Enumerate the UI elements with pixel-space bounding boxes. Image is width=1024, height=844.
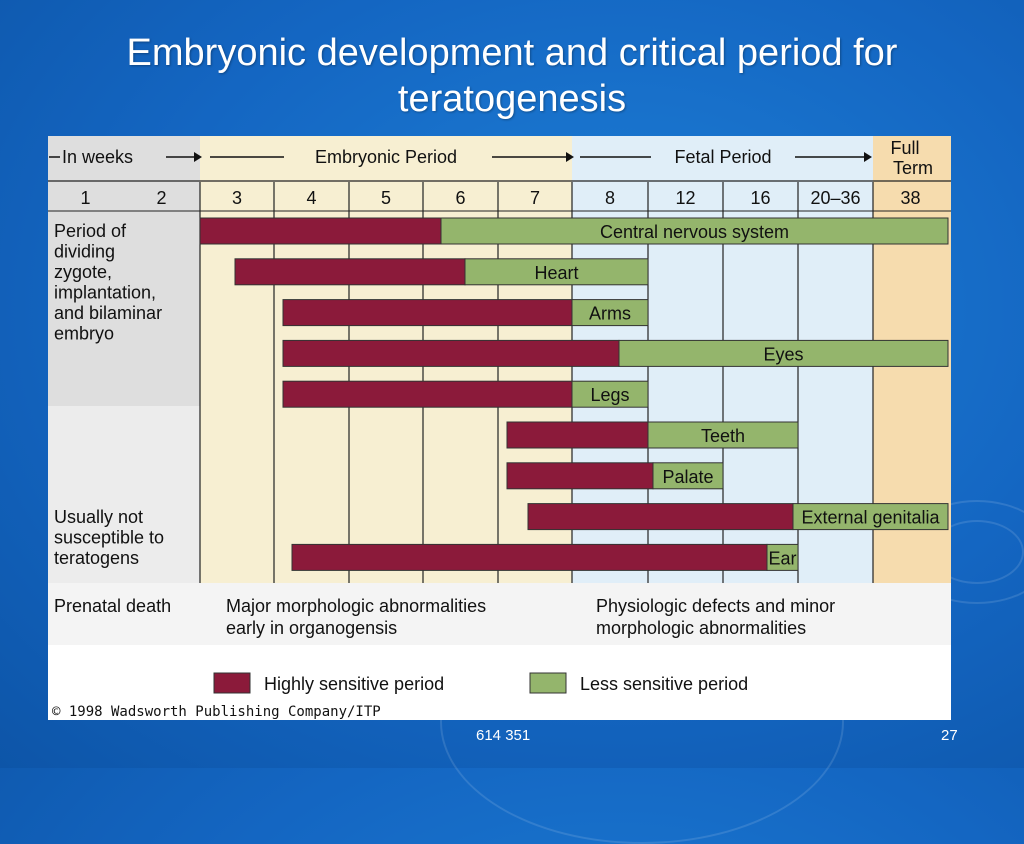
legend-swatch-less — [529, 672, 567, 694]
less-sensitive-bar — [766, 543, 799, 571]
header-arrowhead — [194, 152, 202, 162]
less-sensitive-bar — [792, 503, 949, 531]
week-label: 2 — [156, 188, 166, 208]
highly-sensitive-bar — [282, 339, 620, 367]
left-note-bottom: susceptible to — [54, 528, 164, 548]
left-note-bottom: Usually not — [54, 507, 143, 527]
left-note-top: zygote, — [54, 262, 112, 282]
less-sensitive-bar — [618, 339, 949, 367]
structure-label: Legs — [590, 385, 629, 405]
copyright-text: © 1998 Wadsworth Publishing Company/ITP — [52, 704, 381, 720]
week-label: 5 — [381, 188, 391, 208]
week-label: 12 — [675, 188, 695, 208]
highly-sensitive-bar — [199, 217, 442, 245]
highly-sensitive-bar — [291, 543, 768, 571]
header-full-term: Term — [893, 158, 933, 178]
legend-label-highly: Highly sensitive period — [264, 674, 444, 694]
highly-sensitive-bar — [282, 380, 573, 408]
structure-label: Eyes — [763, 344, 803, 364]
structure-label: Ear — [768, 548, 796, 568]
header-arrowhead — [864, 152, 872, 162]
header-fetal-period: Fetal Period — [674, 147, 771, 167]
week-label: 6 — [455, 188, 465, 208]
zone-bg-not-susceptible — [48, 406, 200, 583]
highly-sensitive-bar — [527, 503, 794, 531]
week-label: 38 — [900, 188, 920, 208]
structure-label: External genitalia — [801, 508, 940, 528]
week-label: 8 — [605, 188, 615, 208]
header-full-term: Full — [890, 138, 919, 158]
page-number: 27 — [941, 727, 958, 744]
footer-center: 614 351 — [476, 727, 531, 744]
less-sensitive-bar — [440, 217, 949, 245]
week-label: 7 — [530, 188, 540, 208]
highly-sensitive-bar — [506, 462, 654, 490]
less-sensitive-bar — [464, 258, 649, 286]
week-label: 1 — [80, 188, 90, 208]
outcome-band — [48, 583, 951, 645]
highly-sensitive-bar — [234, 258, 466, 286]
left-note-top: Period of — [54, 221, 127, 241]
structure-label: Palate — [662, 467, 713, 487]
week-label: 16 — [750, 188, 770, 208]
left-note-top: embryo — [54, 324, 114, 344]
week-label: 4 — [306, 188, 316, 208]
header-in-weeks: In weeks — [62, 147, 133, 167]
highly-sensitive-bar — [506, 421, 649, 449]
legend-swatch-highly — [213, 672, 251, 694]
outcome-fetal: morphologic abnormalities — [596, 618, 806, 638]
outcome-embryonic: Major morphologic abnormalities — [226, 596, 486, 616]
structure-label: Heart — [534, 263, 578, 283]
structure-label: Arms — [589, 304, 631, 324]
less-sensitive-bar — [571, 299, 649, 327]
outcome-fetal: Physiologic defects and minor — [596, 596, 835, 616]
highly-sensitive-bar — [282, 299, 573, 327]
left-note-bottom: teratogens — [54, 548, 139, 568]
week-label: 20–36 — [810, 188, 860, 208]
header-embryonic-period: Embryonic Period — [315, 147, 457, 167]
left-note-top: implantation, — [54, 283, 156, 303]
week-label: 3 — [232, 188, 242, 208]
left-note-top: and bilaminar — [54, 303, 162, 323]
structure-label: Teeth — [701, 426, 745, 446]
structure-label: Central nervous system — [600, 222, 789, 242]
outcome-embryonic: early in organogensis — [226, 618, 397, 638]
legend-label-less: Less sensitive period — [580, 674, 748, 694]
less-sensitive-bar — [571, 380, 649, 408]
outcome-prenatal-death: Prenatal death — [54, 596, 171, 616]
less-sensitive-bar — [652, 462, 724, 490]
left-note-top: dividing — [54, 242, 115, 262]
header-arrowhead — [566, 152, 574, 162]
timeline-chart: In weeks Embryonic Period Fetal Period Full… — [48, 136, 951, 720]
less-sensitive-bar — [647, 421, 799, 449]
slide-title: Embryonic development and critical perio… — [126, 32, 898, 120]
chart-figure: In weeks Embryonic Period Fetal Period Full… — [48, 136, 951, 720]
